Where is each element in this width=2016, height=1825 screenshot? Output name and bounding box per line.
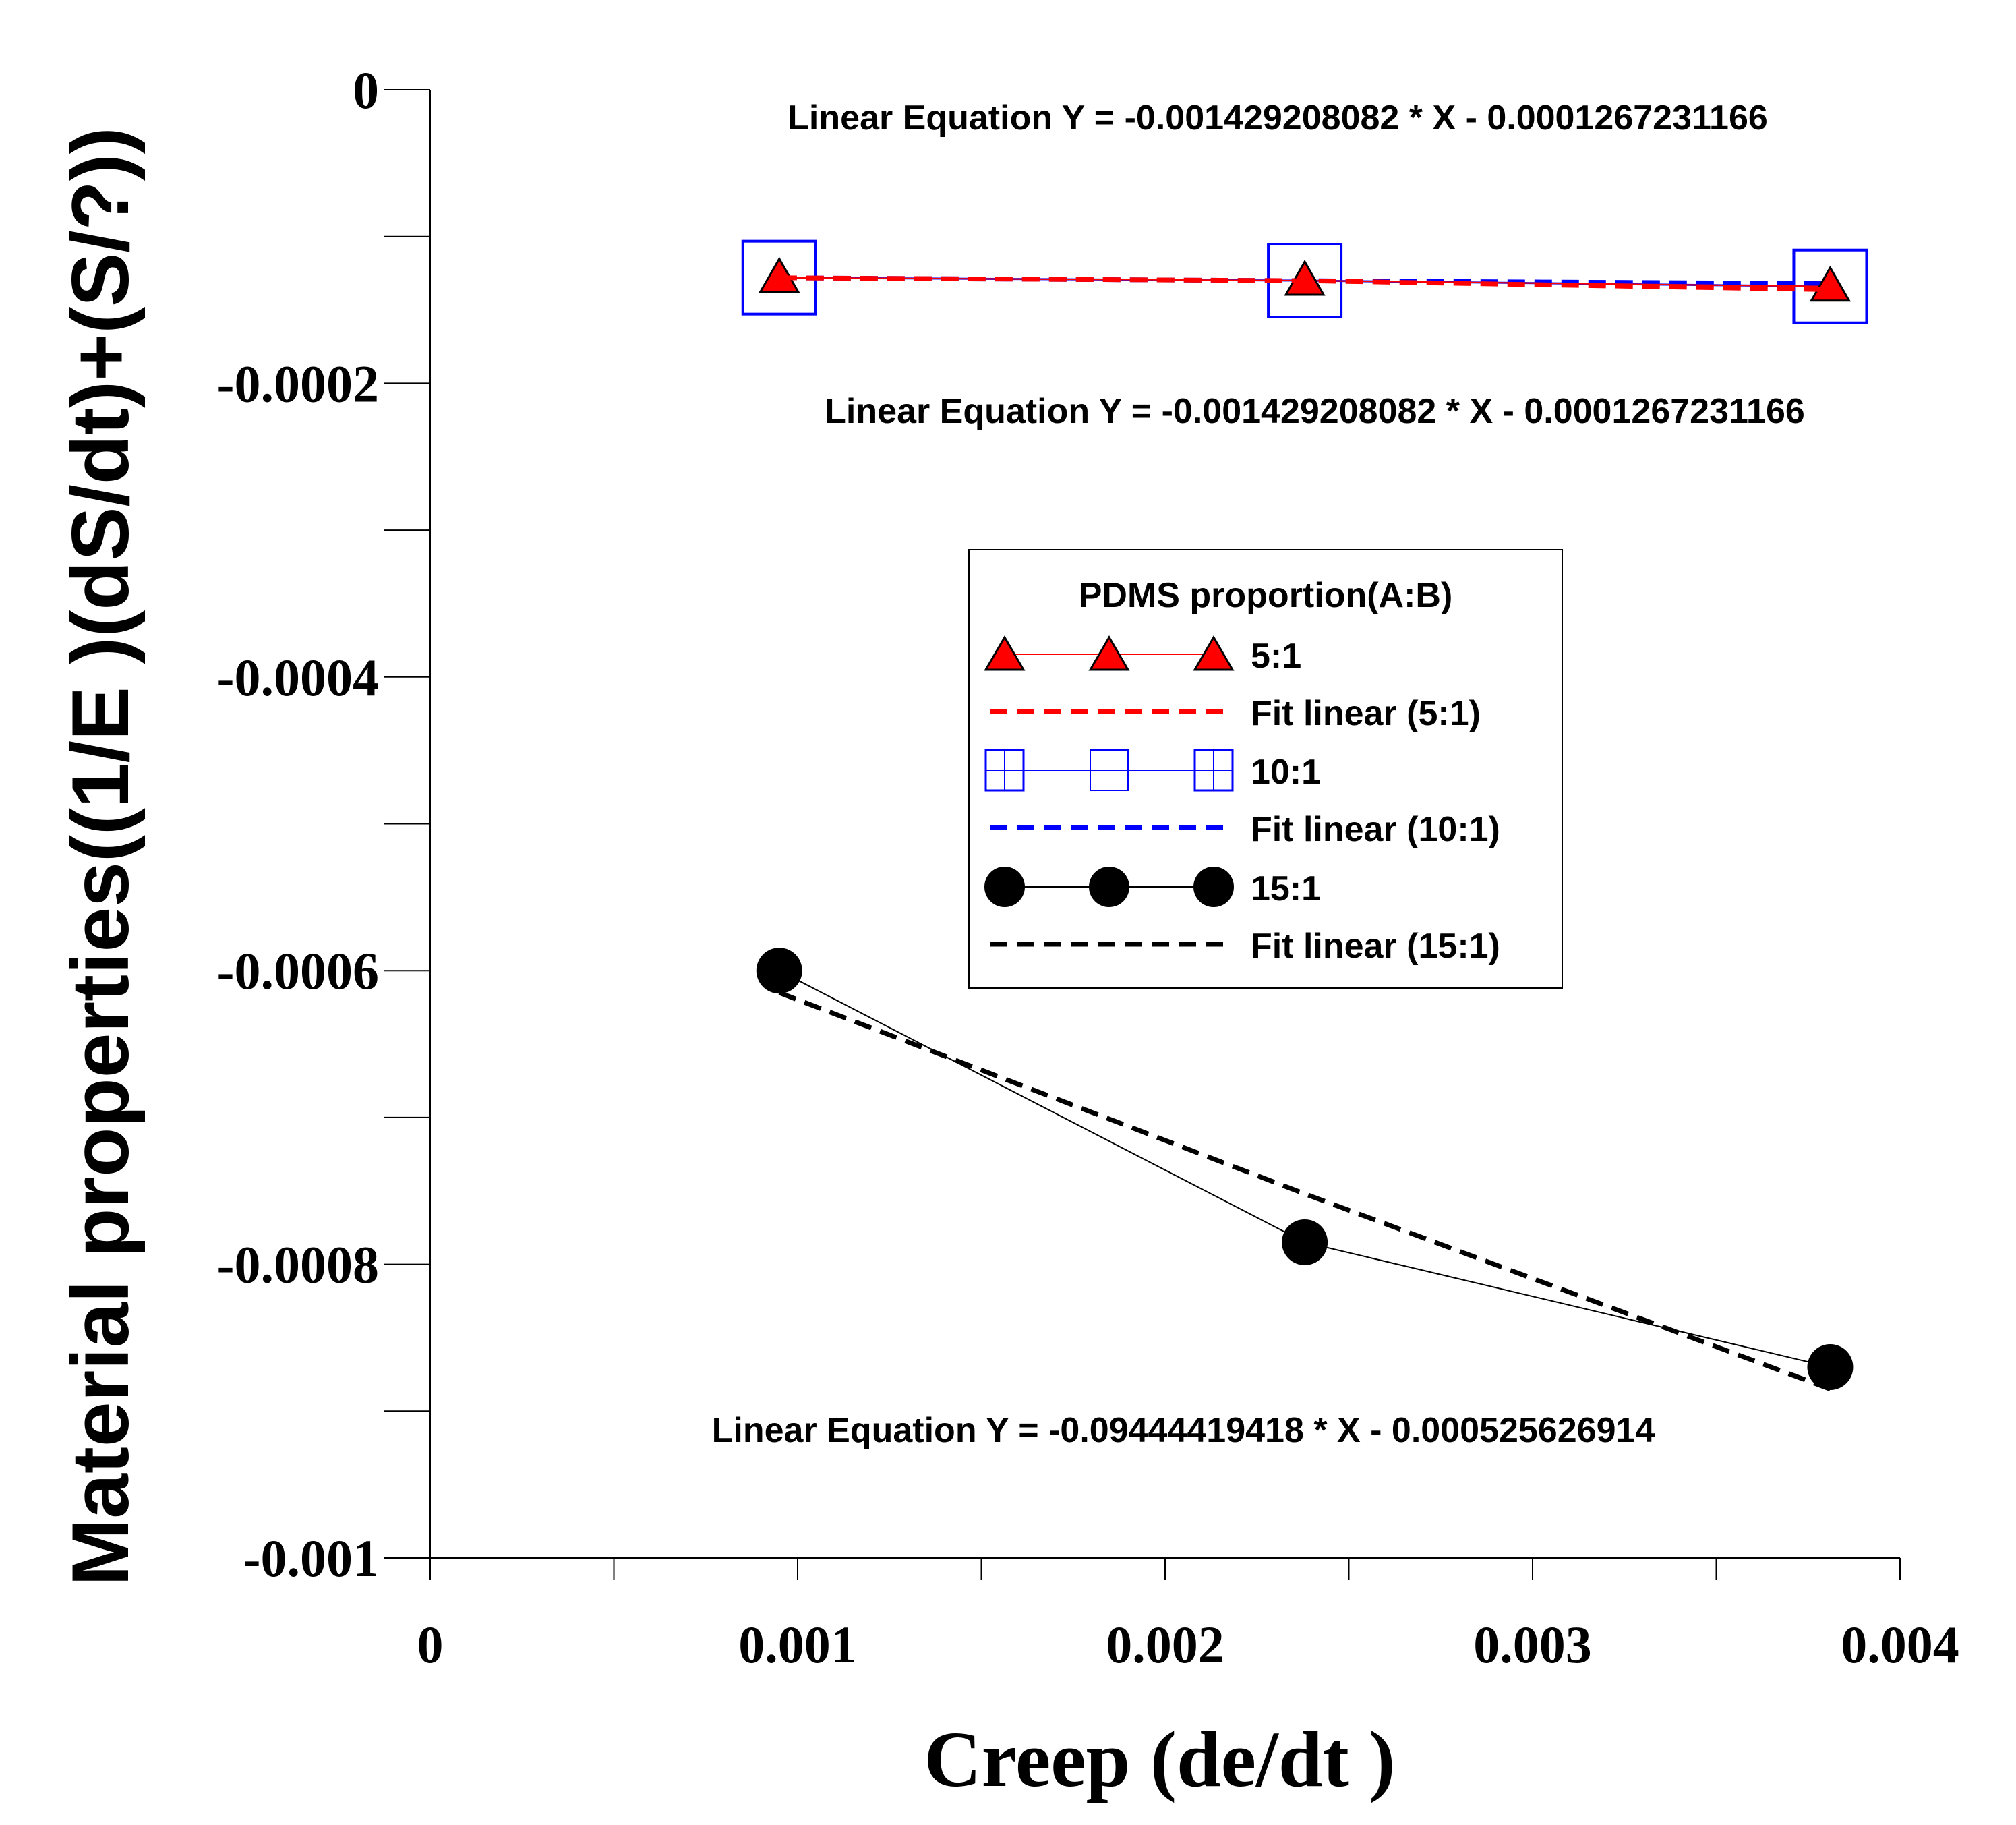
- point-5-1: [759, 256, 800, 293]
- point-5-1: [1809, 265, 1851, 302]
- legend-box: [968, 549, 1563, 989]
- legend-entry-fit-10-1: Fit linear (10:1): [990, 810, 1500, 849]
- legend-entry-fit-5-1: Fit linear (5:1): [990, 694, 1481, 733]
- ticks: 0 -0.0002 -0.0004 -0.0006 -0.0008 -0.001 0 0.00…: [217, 61, 1959, 1674]
- point-15-1: [1807, 1343, 1854, 1390]
- y-tick-label: -0.001: [243, 1529, 379, 1588]
- x-tick-label: 0.003: [1473, 1615, 1592, 1674]
- legend-label-fit-5-1: Fit linear (5:1): [1251, 694, 1481, 733]
- legend-label-10-1: 10:1: [1251, 753, 1321, 792]
- y-tick-label: -0.0004: [217, 648, 379, 707]
- x-tick-label: 0.001: [738, 1615, 857, 1674]
- x-axis-title: Creep (de/dt ): [924, 1715, 1395, 1803]
- legend-entry-15-1: 15:1: [984, 867, 1321, 908]
- x-tick-label: 0.004: [1841, 1615, 1959, 1674]
- annotation-15-1-equation: Linear Equation Y = -0.09444419418 * X -…: [712, 1411, 1655, 1450]
- legend-label-15-1: 15:1: [1251, 869, 1321, 908]
- series-line-15-1: [779, 970, 1831, 1368]
- x-tick-label: 0: [417, 1615, 444, 1674]
- point-15-1: [756, 948, 802, 994]
- point-5-1: [1284, 259, 1326, 296]
- legend-label-5-1: 5:1: [1251, 637, 1301, 676]
- series-layer: [741, 239, 1868, 1391]
- y-tick-label: -0.0006: [217, 942, 379, 1000]
- legend-entry-10-1: 10:1: [984, 749, 1321, 792]
- series-line-fit-linear-5-1: [779, 275, 1831, 292]
- legend-label-fit-15-1: Fit linear (15:1): [1251, 927, 1500, 966]
- point-15-1: [1282, 1219, 1328, 1265]
- series-line-fit-linear-15-1: [778, 990, 1831, 1391]
- y-axis-title: Material properties((1/E )(dS/dt)+(S/?)): [55, 127, 146, 1586]
- annotation-5-1-equation: Linear Equation Y = -0.001429208082 * X …: [788, 98, 1768, 138]
- legend: PDMS proportion(A:B) 5:1 Fit linear (5:1…: [968, 549, 1563, 989]
- legend-label-fit-10-1: Fit linear (10:1): [1251, 810, 1500, 849]
- x-tick-label: 0.002: [1106, 1615, 1224, 1674]
- legend-title: PDMS proportion(A:B): [1079, 576, 1453, 615]
- y-tick-label: -0.0008: [217, 1236, 379, 1294]
- legend-entry-fit-15-1: Fit linear (15:1): [990, 927, 1500, 966]
- annotation-10-1-equation: Linear Equation Y = -0.001429208082 * X …: [825, 392, 1805, 431]
- y-tick-label: 0: [353, 61, 379, 119]
- legend-entry-5-1: 5:1: [984, 635, 1301, 676]
- y-tick-label: -0.0002: [217, 354, 379, 413]
